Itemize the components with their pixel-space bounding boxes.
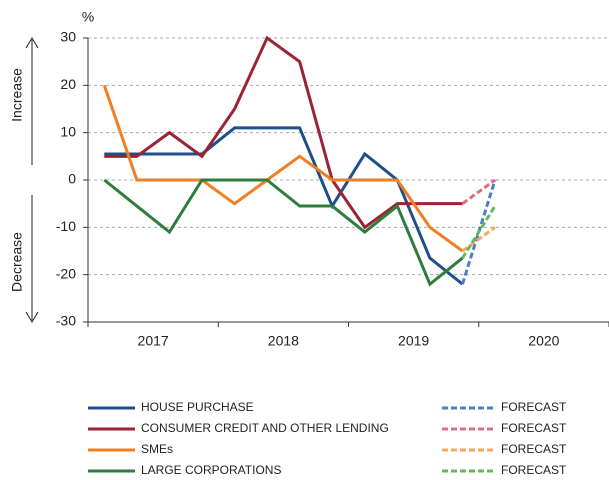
legend-label: FORECAST [501,400,567,414]
y-tick-label: 20 [60,76,76,92]
increase-arrow [25,37,39,165]
x-tick-label: 2020 [528,333,559,349]
x-tick-label: 2017 [138,333,169,349]
legend-label: LARGE CORPORATIONS [141,463,281,477]
legend-label: FORECAST [501,421,567,435]
x-tick-label: 2018 [268,333,299,349]
forecast-line [461,226,496,253]
unit-label: % [82,9,94,25]
legend-label: FORECAST [501,463,567,477]
legend-label: FORECAST [501,442,567,456]
forecast-line [461,205,497,259]
legend-label: SMEs [141,442,173,456]
y-tick-label: -10 [56,218,76,234]
series-line [102,84,464,253]
decrease-arrow [25,195,39,323]
y-tick-label: 30 [60,29,76,45]
x-tick-label: 2019 [398,333,429,349]
decrease-label: Decrease [9,232,25,292]
y-tick-label: 10 [60,123,76,139]
increase-label: Increase [9,68,25,122]
forecast-line [461,178,496,205]
legend-label: HOUSE PURCHASE [141,400,254,414]
legend-label: CONSUMER CREDIT AND OTHER LENDING [141,421,389,435]
series-line [104,126,464,286]
y-tick-label: -20 [56,265,76,281]
y-tick-label: 0 [68,171,76,187]
y-tick-label: -30 [56,313,76,329]
series-line [103,178,464,287]
series-line [104,35,463,230]
